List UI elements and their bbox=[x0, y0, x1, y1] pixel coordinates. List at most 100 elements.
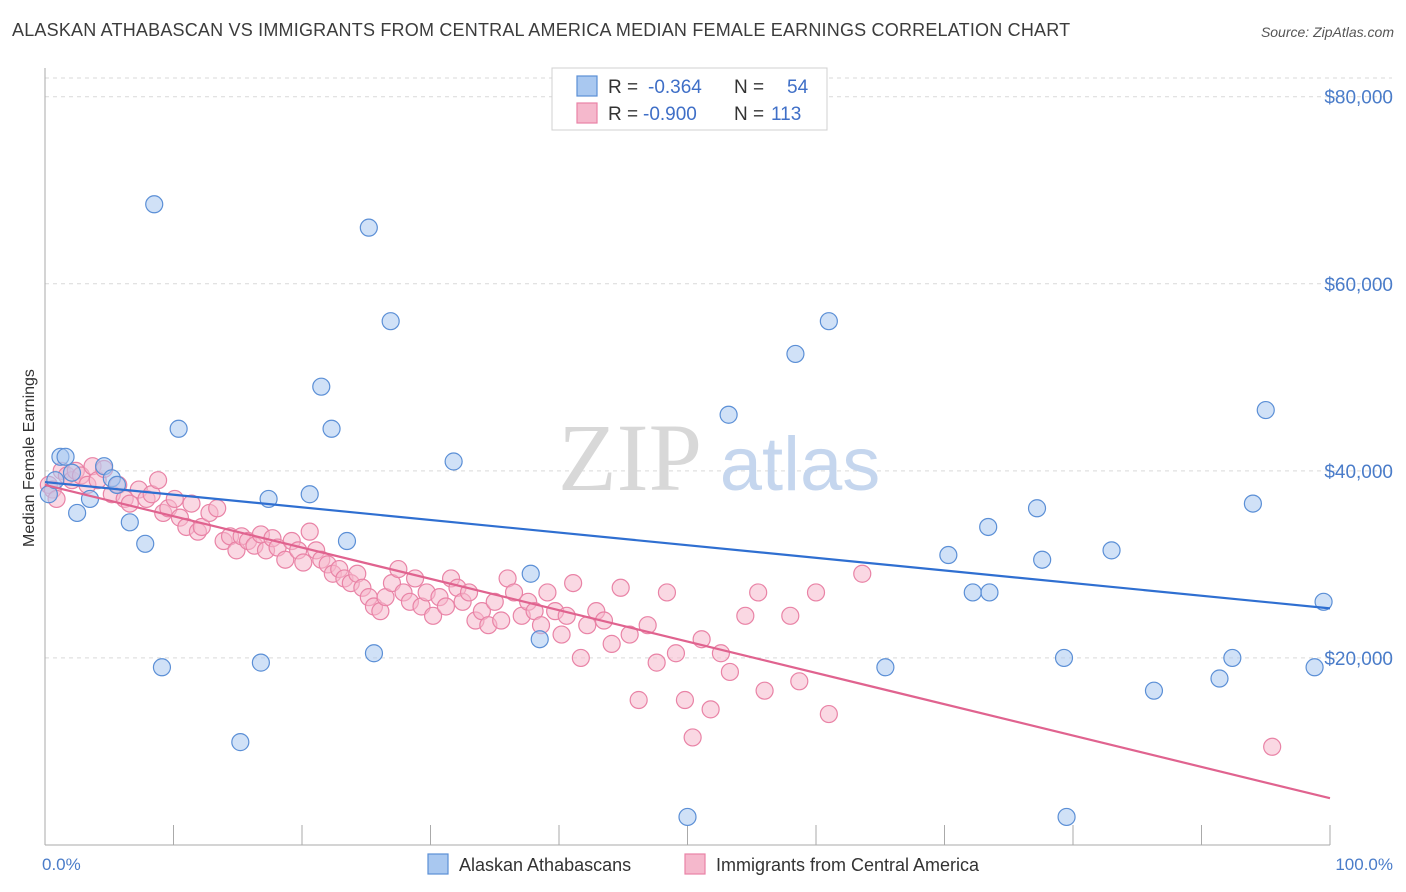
legend-n-label-2: N = bbox=[734, 104, 764, 125]
point-pink-114 bbox=[1263, 737, 1282, 756]
point-blue-28 bbox=[678, 807, 697, 827]
point-pink-112 bbox=[819, 704, 838, 724]
y-tick-label-1: $40,000 bbox=[1324, 462, 1393, 483]
point-blue-30 bbox=[786, 344, 805, 364]
trend-line-pink bbox=[44, 483, 1331, 800]
watermark-zip: ZIP bbox=[558, 404, 702, 511]
point-blue-29 bbox=[719, 405, 738, 424]
legend-swatch-blue bbox=[576, 75, 598, 97]
point-blue-40 bbox=[1057, 807, 1076, 827]
point-pink-78 bbox=[504, 583, 524, 602]
bottom-legend-label-2: Immigrants from Central America bbox=[716, 855, 980, 875]
point-blue-24 bbox=[381, 312, 400, 331]
point-blue-41 bbox=[1102, 541, 1121, 560]
point-blue-23 bbox=[364, 644, 384, 663]
point-blue-32 bbox=[876, 658, 895, 677]
point-blue-22 bbox=[359, 218, 378, 237]
chart-title: ALASKAN ATHABASCAN VS IMMIGRANTS FROM CE… bbox=[12, 20, 1071, 40]
point-blue-10 bbox=[120, 513, 139, 532]
point-pink-109 bbox=[781, 606, 800, 625]
point-blue-33 bbox=[939, 545, 958, 565]
x-tick-label-1: 100.0% bbox=[1335, 855, 1393, 874]
point-pink-92 bbox=[602, 634, 621, 653]
point-pink-29 bbox=[208, 499, 227, 518]
legend-r-value-2: -0.900 bbox=[643, 104, 697, 125]
point-blue-3 bbox=[56, 447, 75, 466]
legend-r-value-1: -0.364 bbox=[648, 77, 702, 98]
y-axis-label: Median Female Earnings bbox=[21, 369, 38, 547]
point-pink-111 bbox=[806, 583, 826, 602]
legend-n-value-2: 113 bbox=[771, 104, 801, 125]
point-blue-13 bbox=[152, 658, 172, 677]
series-legend: Alaskan Athabascans Immigrants from Cent… bbox=[427, 853, 980, 875]
point-pink-101 bbox=[683, 728, 702, 747]
point-pink-83 bbox=[538, 583, 557, 602]
y-tick-labels: $20,000 $40,000 $60,000 $80,000 bbox=[1324, 88, 1393, 670]
point-blue-46 bbox=[1256, 400, 1275, 420]
point-blue-16 bbox=[251, 653, 270, 672]
point-pink-44 bbox=[300, 522, 319, 541]
point-pink-108 bbox=[755, 681, 774, 700]
correlation-legend: R = -0.364 N = 54 R = -0.900 N = 113 bbox=[551, 67, 828, 131]
point-blue-12 bbox=[145, 195, 164, 214]
point-pink-40 bbox=[276, 550, 295, 569]
grid-lines bbox=[45, 77, 1392, 659]
point-pink-65 bbox=[423, 606, 443, 625]
point-blue-44 bbox=[1223, 648, 1242, 668]
bottom-legend-label-1: Alaskan Athabascans bbox=[459, 855, 631, 875]
point-blue-47 bbox=[1305, 658, 1324, 677]
legend-r-label-1: R = bbox=[608, 77, 638, 98]
point-blue-14 bbox=[169, 419, 188, 438]
point-pink-25 bbox=[182, 494, 201, 513]
point-pink-19 bbox=[148, 471, 168, 490]
point-pink-103 bbox=[701, 700, 720, 719]
point-pink-75 bbox=[485, 592, 504, 611]
point-blue-20 bbox=[322, 419, 341, 438]
point-blue-25 bbox=[444, 452, 463, 471]
point-pink-96 bbox=[638, 616, 657, 635]
point-pink-99 bbox=[666, 644, 686, 663]
point-blue-5 bbox=[68, 503, 87, 523]
point-pink-105 bbox=[720, 662, 740, 682]
point-blue-26 bbox=[521, 564, 540, 583]
point-blue-15 bbox=[231, 733, 250, 752]
legend-n-value-1: 54 bbox=[787, 77, 809, 98]
point-blue-43 bbox=[1210, 669, 1229, 688]
point-blue-31 bbox=[819, 312, 838, 331]
point-pink-62 bbox=[405, 569, 425, 588]
point-blue-21 bbox=[337, 531, 357, 551]
point-blue-11 bbox=[136, 534, 155, 553]
y-tick-label-2: $60,000 bbox=[1324, 275, 1393, 296]
point-blue-48 bbox=[1314, 592, 1333, 611]
bottom-legend-swatch-blue bbox=[427, 853, 449, 875]
x-tick-label-0: 0.0% bbox=[42, 855, 81, 874]
point-pink-93 bbox=[611, 578, 630, 597]
legend-swatch-pink bbox=[576, 102, 598, 124]
axes bbox=[44, 68, 1331, 846]
point-pink-106 bbox=[736, 606, 755, 625]
series-alaskan-athabascans bbox=[39, 195, 1333, 827]
point-pink-43 bbox=[294, 553, 313, 572]
point-pink-98 bbox=[657, 583, 677, 602]
point-blue-39 bbox=[1054, 648, 1074, 668]
point-pink-100 bbox=[675, 690, 695, 710]
point-blue-37 bbox=[1027, 499, 1047, 518]
point-blue-38 bbox=[1033, 550, 1052, 569]
y-tick-label-3: $80,000 bbox=[1324, 88, 1393, 109]
point-pink-76 bbox=[492, 611, 511, 630]
point-pink-97 bbox=[647, 653, 666, 672]
point-pink-88 bbox=[571, 648, 590, 668]
point-pink-113 bbox=[853, 564, 872, 583]
source-credit: Source: ZipAtlas.com bbox=[1260, 24, 1394, 40]
legend-n-label-1: N = bbox=[734, 77, 764, 98]
point-blue-6 bbox=[80, 489, 100, 509]
point-pink-95 bbox=[629, 690, 648, 710]
point-pink-85 bbox=[552, 625, 571, 644]
point-blue-35 bbox=[979, 517, 998, 537]
point-blue-45 bbox=[1243, 494, 1263, 513]
point-pink-110 bbox=[790, 672, 809, 691]
watermark-atlas: atlas bbox=[720, 422, 881, 507]
point-blue-42 bbox=[1144, 681, 1164, 700]
bottom-legend-swatch-pink bbox=[684, 853, 706, 875]
